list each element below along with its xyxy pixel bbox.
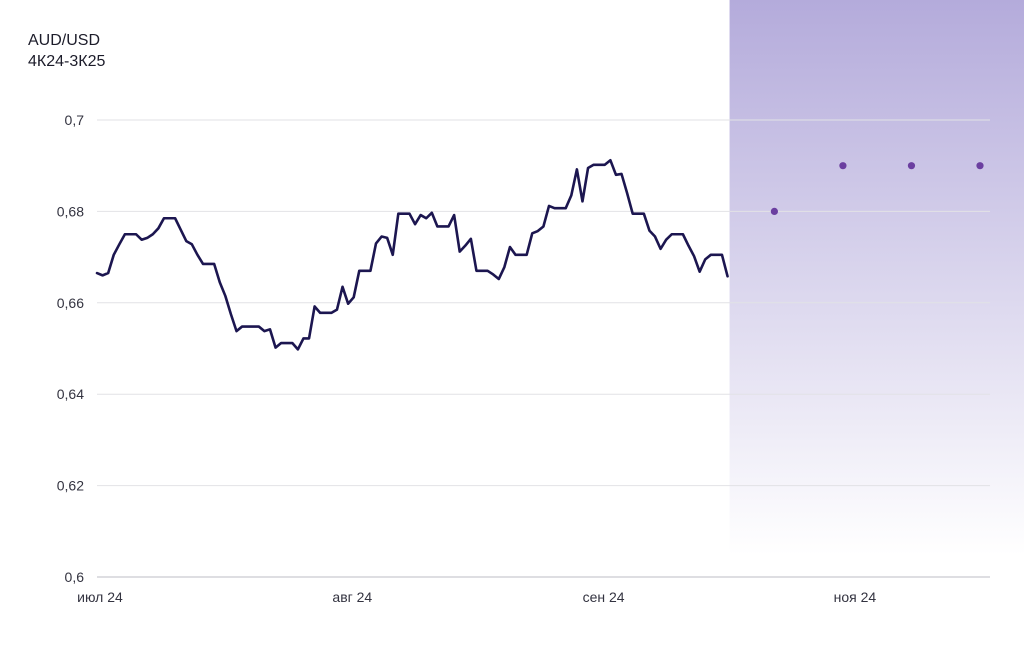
forecast-point [976,162,984,170]
x-tick-label: ноя 24 [834,589,877,605]
y-tick-label: 0,7 [65,112,85,128]
x-tick-label: авг 24 [332,589,372,605]
chart-title-block: AUD/USD 4К24-3К25 [28,30,105,72]
y-axis: 0,7 0,68 0,66 0,64 0,62 0,6 [57,112,84,585]
y-tick-label: 0,66 [57,295,84,311]
y-tick-label: 0,64 [57,386,84,402]
chart-subtitle: 4К24-3К25 [28,53,106,70]
x-tick-label: сен 24 [583,589,625,605]
y-tick-label: 0,6 [65,569,85,585]
forecast-region [729,0,1024,555]
forecast-point [907,162,916,170]
forecast-points [770,162,984,215]
forecast-point [770,207,778,215]
y-tick-label: 0,68 [57,203,84,219]
x-tick-label: июл 24 [77,589,123,605]
forecast-point [839,162,847,170]
chart-title: AUD/USD [28,32,101,49]
grid-lines [97,119,990,578]
x-axis: июл 24 авг 24 сен 24 ноя 24 [77,589,876,605]
y-tick-label: 0,62 [57,478,84,494]
series-line [95,158,729,351]
